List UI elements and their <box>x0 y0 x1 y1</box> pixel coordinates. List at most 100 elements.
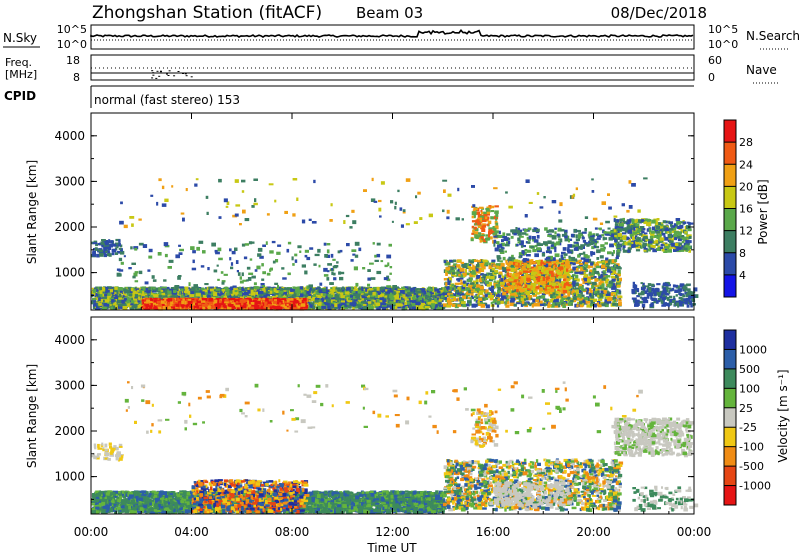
heatmap-cell <box>370 306 374 310</box>
heatmap-cell <box>326 298 330 302</box>
heatmap-cell <box>412 306 416 310</box>
heatmap-cell <box>151 288 154 293</box>
heatmap-cell <box>375 302 381 306</box>
heatmap-cell <box>215 286 218 290</box>
heatmap-cell <box>99 286 102 291</box>
heatmap-cell <box>404 301 407 305</box>
heatmap-cell <box>441 295 444 298</box>
nave-dropout-dot <box>182 73 184 74</box>
heatmap-cell <box>389 301 394 304</box>
heatmap-cell <box>215 288 221 291</box>
heatmap-cell <box>365 287 370 290</box>
heatmap-cell <box>334 303 338 307</box>
heatmap-cell <box>167 290 172 294</box>
heatmap-cell <box>289 292 294 295</box>
heatmap-cell <box>130 287 134 292</box>
heatmap-cell <box>395 301 401 305</box>
date-label: 08/Dec/2018 <box>611 4 707 22</box>
heatmap-cell <box>195 293 201 297</box>
heatmap-cell <box>222 289 225 292</box>
noise-right-tick-bottom: 10^0 <box>708 38 738 51</box>
heatmap-cell <box>325 303 330 306</box>
heatmap-cell <box>118 304 123 307</box>
heatmap-cell <box>222 291 226 295</box>
heatmap-cell <box>161 292 166 296</box>
heatmap-cell <box>111 299 115 303</box>
nave-dropout-dot <box>167 75 170 76</box>
heatmap-cell <box>360 301 364 304</box>
nave-dropout-dot <box>151 70 154 72</box>
heatmap-cell <box>295 286 300 290</box>
heatmap-cell <box>102 296 107 299</box>
heatmap-cell <box>349 302 353 306</box>
nave-dropout-dot <box>159 70 162 72</box>
heatmap-cell <box>170 287 175 290</box>
heatmap-cell <box>403 295 407 299</box>
heatmap-cell <box>199 290 202 294</box>
heatmap-cell <box>379 297 385 301</box>
heatmap-cell <box>429 297 432 300</box>
heatmap-cell <box>360 306 366 311</box>
heatmap-cell <box>340 295 345 299</box>
heatmap-cell <box>189 293 195 298</box>
nave-dropout-dot <box>156 70 159 72</box>
heatmap-cell <box>210 288 214 292</box>
heatmap-cell <box>150 291 153 295</box>
freq-traces <box>91 67 694 79</box>
nave-tick-top: 60 <box>708 54 722 67</box>
nave-dropout-dot <box>152 72 155 74</box>
heatmap-cell <box>238 292 242 296</box>
heatmap-cell <box>387 287 392 290</box>
heatmap-cell <box>335 297 339 301</box>
noise-traces <box>90 29 694 41</box>
heatmap-cell <box>398 301 401 304</box>
heatmap-cell <box>283 287 287 290</box>
heatmap-cell <box>322 288 327 293</box>
heatmap-cell <box>306 290 311 294</box>
heatmap-cell <box>371 301 375 304</box>
heatmap-cell <box>213 287 216 292</box>
freq-label-2: [MHz] <box>5 68 37 81</box>
heatmap-cell <box>113 296 118 299</box>
heatmap-cell <box>173 290 177 293</box>
heatmap-cell <box>255 291 258 295</box>
heatmap-cell <box>190 291 195 295</box>
heatmap-cell <box>149 286 153 291</box>
heatmap-cell <box>103 302 108 307</box>
heatmap-cell <box>384 295 389 298</box>
heatmap-cell <box>423 299 427 302</box>
heatmap-cell <box>355 293 361 298</box>
heatmap-cell <box>380 287 383 291</box>
heatmap-cell <box>101 306 107 310</box>
noise-right-label: N.Search <box>746 29 800 43</box>
heatmap-cell <box>388 305 393 308</box>
heatmap-cell <box>184 293 188 297</box>
heatmap-cell <box>401 294 406 297</box>
heatmap-cell <box>384 293 389 296</box>
heatmap-cell <box>134 303 138 308</box>
heatmap-cell <box>269 287 273 291</box>
heatmap-cell <box>410 294 413 297</box>
heatmap-cell <box>329 291 334 294</box>
heatmap-cell <box>179 291 182 295</box>
heatmap-cell <box>346 302 350 306</box>
heatmap-cell <box>138 293 141 296</box>
heatmap-cell <box>131 295 136 300</box>
heatmap-cell <box>259 290 264 294</box>
heatmap-cell <box>148 286 151 291</box>
nave-tick-bottom: 0 <box>708 71 715 84</box>
heatmap-cell <box>357 290 362 294</box>
heatmap-cell <box>368 290 373 294</box>
heatmap-cell <box>434 300 439 304</box>
heatmap-cell <box>399 303 403 307</box>
heatmap-cell <box>438 302 442 305</box>
heatmap-cell <box>364 293 369 296</box>
heatmap-cell <box>92 298 96 301</box>
noise-left-tick-bottom: 10^0 <box>57 38 87 51</box>
heatmap-cell <box>362 289 366 292</box>
heatmap-cell <box>400 290 405 294</box>
heatmap-cell <box>250 291 256 296</box>
beam-label: Beam 03 <box>356 4 423 22</box>
heatmap-cell <box>376 286 380 291</box>
heatmap-cell <box>121 295 125 298</box>
